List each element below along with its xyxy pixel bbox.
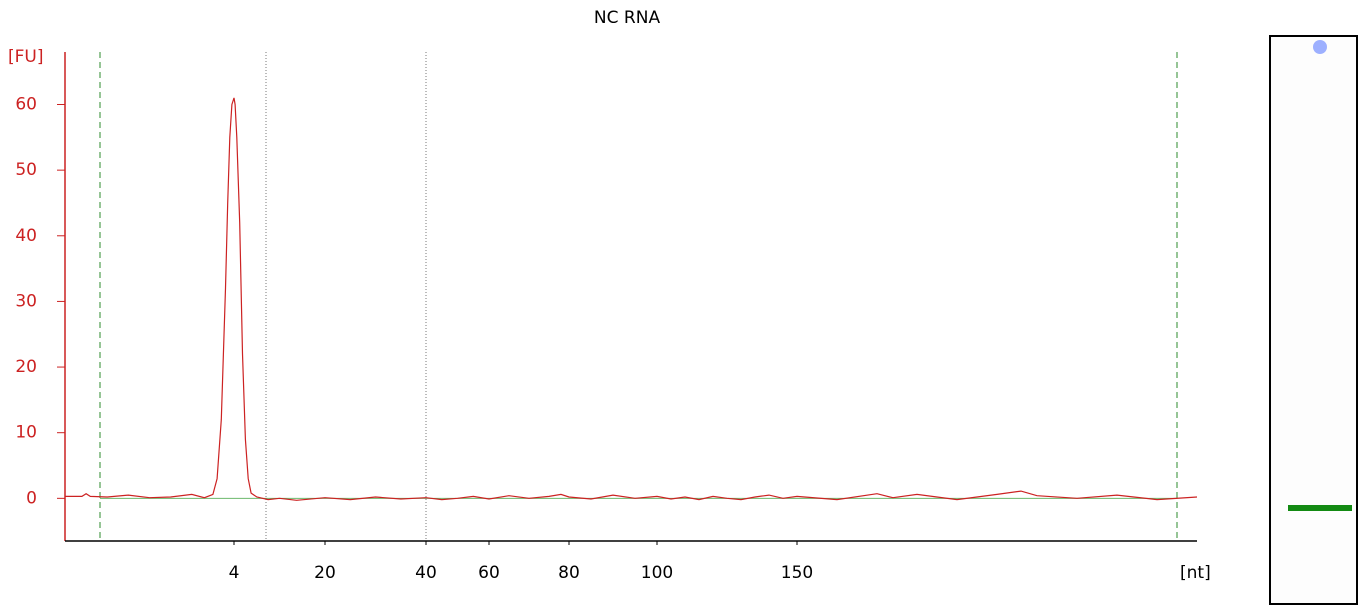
x-tick-label: 80	[558, 563, 580, 583]
gel-frame	[1269, 35, 1358, 605]
y-tick-label: 10	[15, 423, 37, 443]
y-tick-label: 0	[26, 488, 37, 508]
y-tick-label: 20	[15, 357, 37, 377]
x-tick-label: 4	[229, 563, 240, 583]
x-tick-label: 150	[781, 563, 813, 583]
x-axis-label: [nt]	[1180, 563, 1211, 583]
gel-band	[1288, 505, 1352, 511]
y-axis-label: [FU]	[8, 47, 44, 67]
y-tick-label: 30	[15, 291, 37, 311]
trace	[65, 97, 1198, 501]
gel-lane	[1269, 35, 1358, 605]
x-tick-label: 100	[641, 563, 673, 583]
gel-spot	[1313, 40, 1327, 54]
y-tick-label: 40	[15, 226, 37, 246]
y-tick-label: 60	[15, 95, 37, 115]
x-tick-label: 60	[478, 563, 500, 583]
y-tick-label: 50	[15, 160, 37, 180]
x-tick-label: 20	[314, 563, 336, 583]
x-tick-label: 40	[415, 563, 437, 583]
chart-title: NC RNA	[594, 8, 661, 28]
